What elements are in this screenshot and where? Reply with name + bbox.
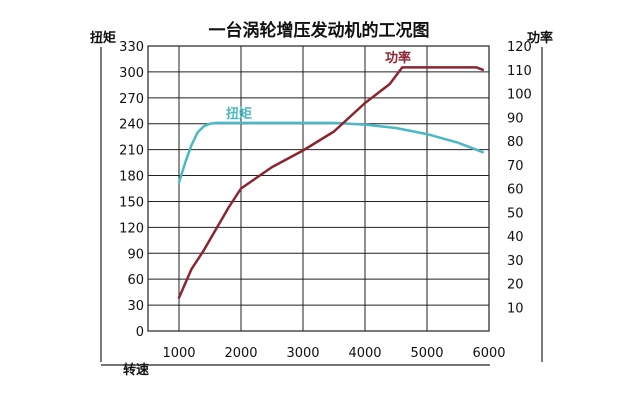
series-line-power: [177, 66, 485, 300]
x-tick-label: 4000: [348, 346, 381, 361]
y-tick-right-label: 120: [507, 40, 532, 55]
y-tick-right-label: 20: [507, 278, 524, 293]
y-tick-left-label: 30: [127, 299, 144, 314]
series-labels: 扭矩 功率: [226, 50, 411, 122]
x-axis-label: 转速: [123, 362, 149, 378]
x-tick-label: 2000: [224, 346, 257, 361]
y-axis-right-label: 功率: [527, 30, 553, 46]
y-tick-left-label: 120: [119, 221, 144, 236]
x-tick-label: 3000: [286, 346, 319, 361]
y-ticks-left: 0 30 60 90 120 150 180 210 240 270 300 330: [119, 40, 144, 340]
y-tick-left-label: 240: [119, 118, 144, 133]
y-axis-left-label: 扭矩: [90, 30, 116, 46]
y-tick-right-label: 60: [507, 183, 524, 198]
y-tick-left-label: 210: [119, 144, 144, 159]
x-tick-label: 6000: [472, 346, 505, 361]
y-tick-right-label: 10: [507, 301, 524, 316]
x-ticks: 1000 2000 3000 4000 5000 6000: [162, 346, 505, 361]
y-tick-left-label: 0: [136, 325, 144, 340]
y-tick-left-label: 150: [119, 195, 144, 210]
y-tick-right-label: 80: [507, 135, 524, 150]
x-tick-label: 1000: [162, 346, 195, 361]
series-lines: [177, 66, 485, 300]
y-tick-right-label: 110: [507, 64, 532, 79]
y-tick-right-label: 30: [507, 254, 524, 269]
axes: [100, 47, 543, 366]
series-label-torque: 扭矩: [226, 106, 252, 122]
y-tick-right-label: 70: [507, 159, 524, 174]
y-tick-left-label: 330: [119, 40, 144, 55]
grid: [147, 45, 490, 332]
y-ticks-right: 10 20 30 40 50 60 70 80 90 100 110 120: [507, 40, 532, 316]
y-tick-right-label: 50: [507, 206, 524, 221]
x-tick-label: 5000: [410, 346, 443, 361]
y-tick-left-label: 60: [127, 273, 144, 288]
y-tick-left-label: 180: [119, 170, 144, 185]
chart-title: 一台涡轮增压发动机的工况图: [209, 20, 430, 41]
plot-frame: [147, 45, 490, 332]
series-line-torque: [177, 121, 485, 184]
y-tick-left-label: 90: [127, 247, 144, 262]
y-tick-right-label: 40: [507, 230, 524, 245]
y-tick-left-label: 300: [119, 66, 144, 81]
series-label-power: 功率: [385, 50, 411, 66]
y-tick-right-label: 90: [507, 111, 524, 126]
y-tick-right-label: 100: [507, 88, 532, 103]
y-tick-left-label: 270: [119, 92, 144, 107]
